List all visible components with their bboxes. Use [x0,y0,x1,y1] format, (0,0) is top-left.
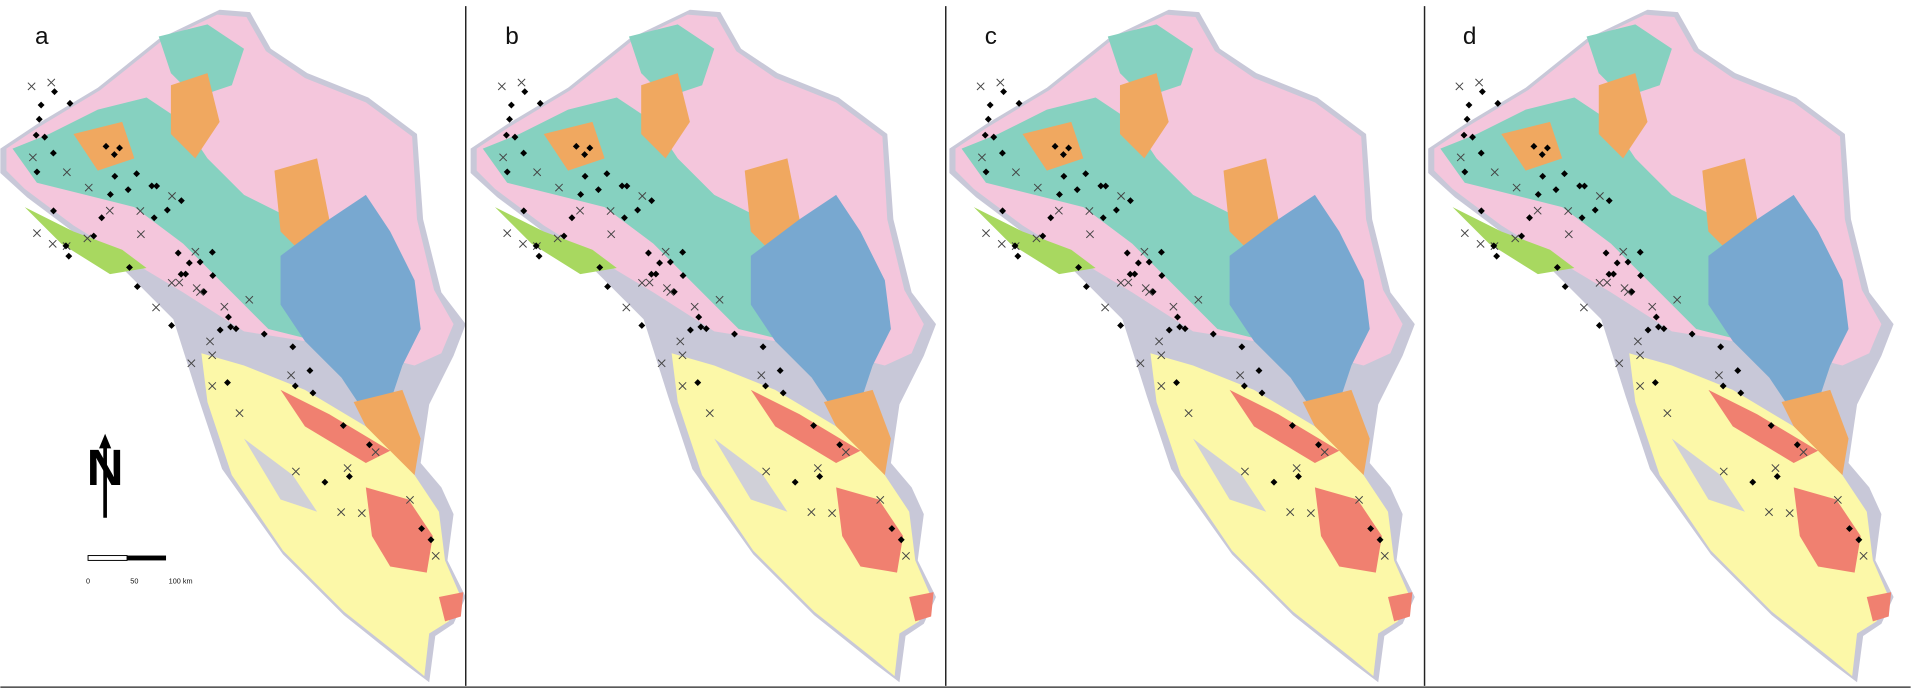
panel-label: d [1463,23,1477,50]
page: {"panels": [{"label": "a"}, {"label": "b… [0,0,1911,692]
scale-label: 100 km [169,577,193,586]
map-figure: a b c d N 0 50 100 km [0,0,1911,692]
panel-label: a [35,23,49,50]
panel-label: b [505,23,519,50]
scale-label: 50 [130,577,138,586]
north-label: N [87,439,124,496]
scale-label: 0 [86,577,90,586]
panel-label: c [985,23,997,50]
